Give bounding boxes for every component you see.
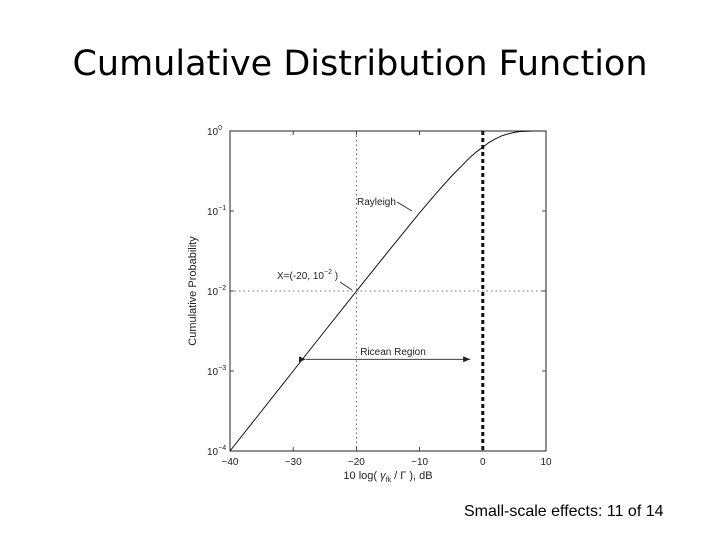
series-line-rayleigh [229, 130, 546, 452]
x-tick-label: −20 [348, 457, 365, 468]
slide-footer: Small-scale effects: 11 of 14 [464, 503, 664, 520]
y-tick-label: 10−4 [207, 445, 226, 458]
y-tick-label: 10−1 [207, 205, 226, 218]
y-axis-label: Cumulative Probability [187, 236, 199, 346]
series-group [229, 130, 546, 452]
ricean-region-label: Ricean Region [360, 347, 426, 358]
x-tick-label: 0 [480, 457, 486, 468]
y-tick-label: 10−3 [207, 365, 226, 378]
rayleigh-pointer [396, 201, 413, 212]
rayleigh-label: Rayleigh [357, 197, 396, 208]
y-tick-label: 10−2 [207, 285, 226, 298]
reference-lines [230, 131, 546, 451]
x-tick-label: 10 [540, 457, 552, 468]
x-tick-label: −10 [411, 457, 428, 468]
x-tick-label: −40 [222, 457, 239, 468]
slide-title: Cumulative Distribution Function [72, 44, 648, 84]
x-tick-label: −30 [285, 457, 302, 468]
tick-group: −40 −30 −20 −10 0 10 100 10−1 10−2 10−3 10−4 [207, 125, 552, 468]
point-x-label: X=(-20, 10−2 ) [277, 269, 338, 282]
x-axis-label: 10 log( γfk / Γ ), dB [343, 470, 432, 484]
y-tick-label: 100 [207, 125, 222, 138]
point-x-pointer [339, 281, 353, 291]
